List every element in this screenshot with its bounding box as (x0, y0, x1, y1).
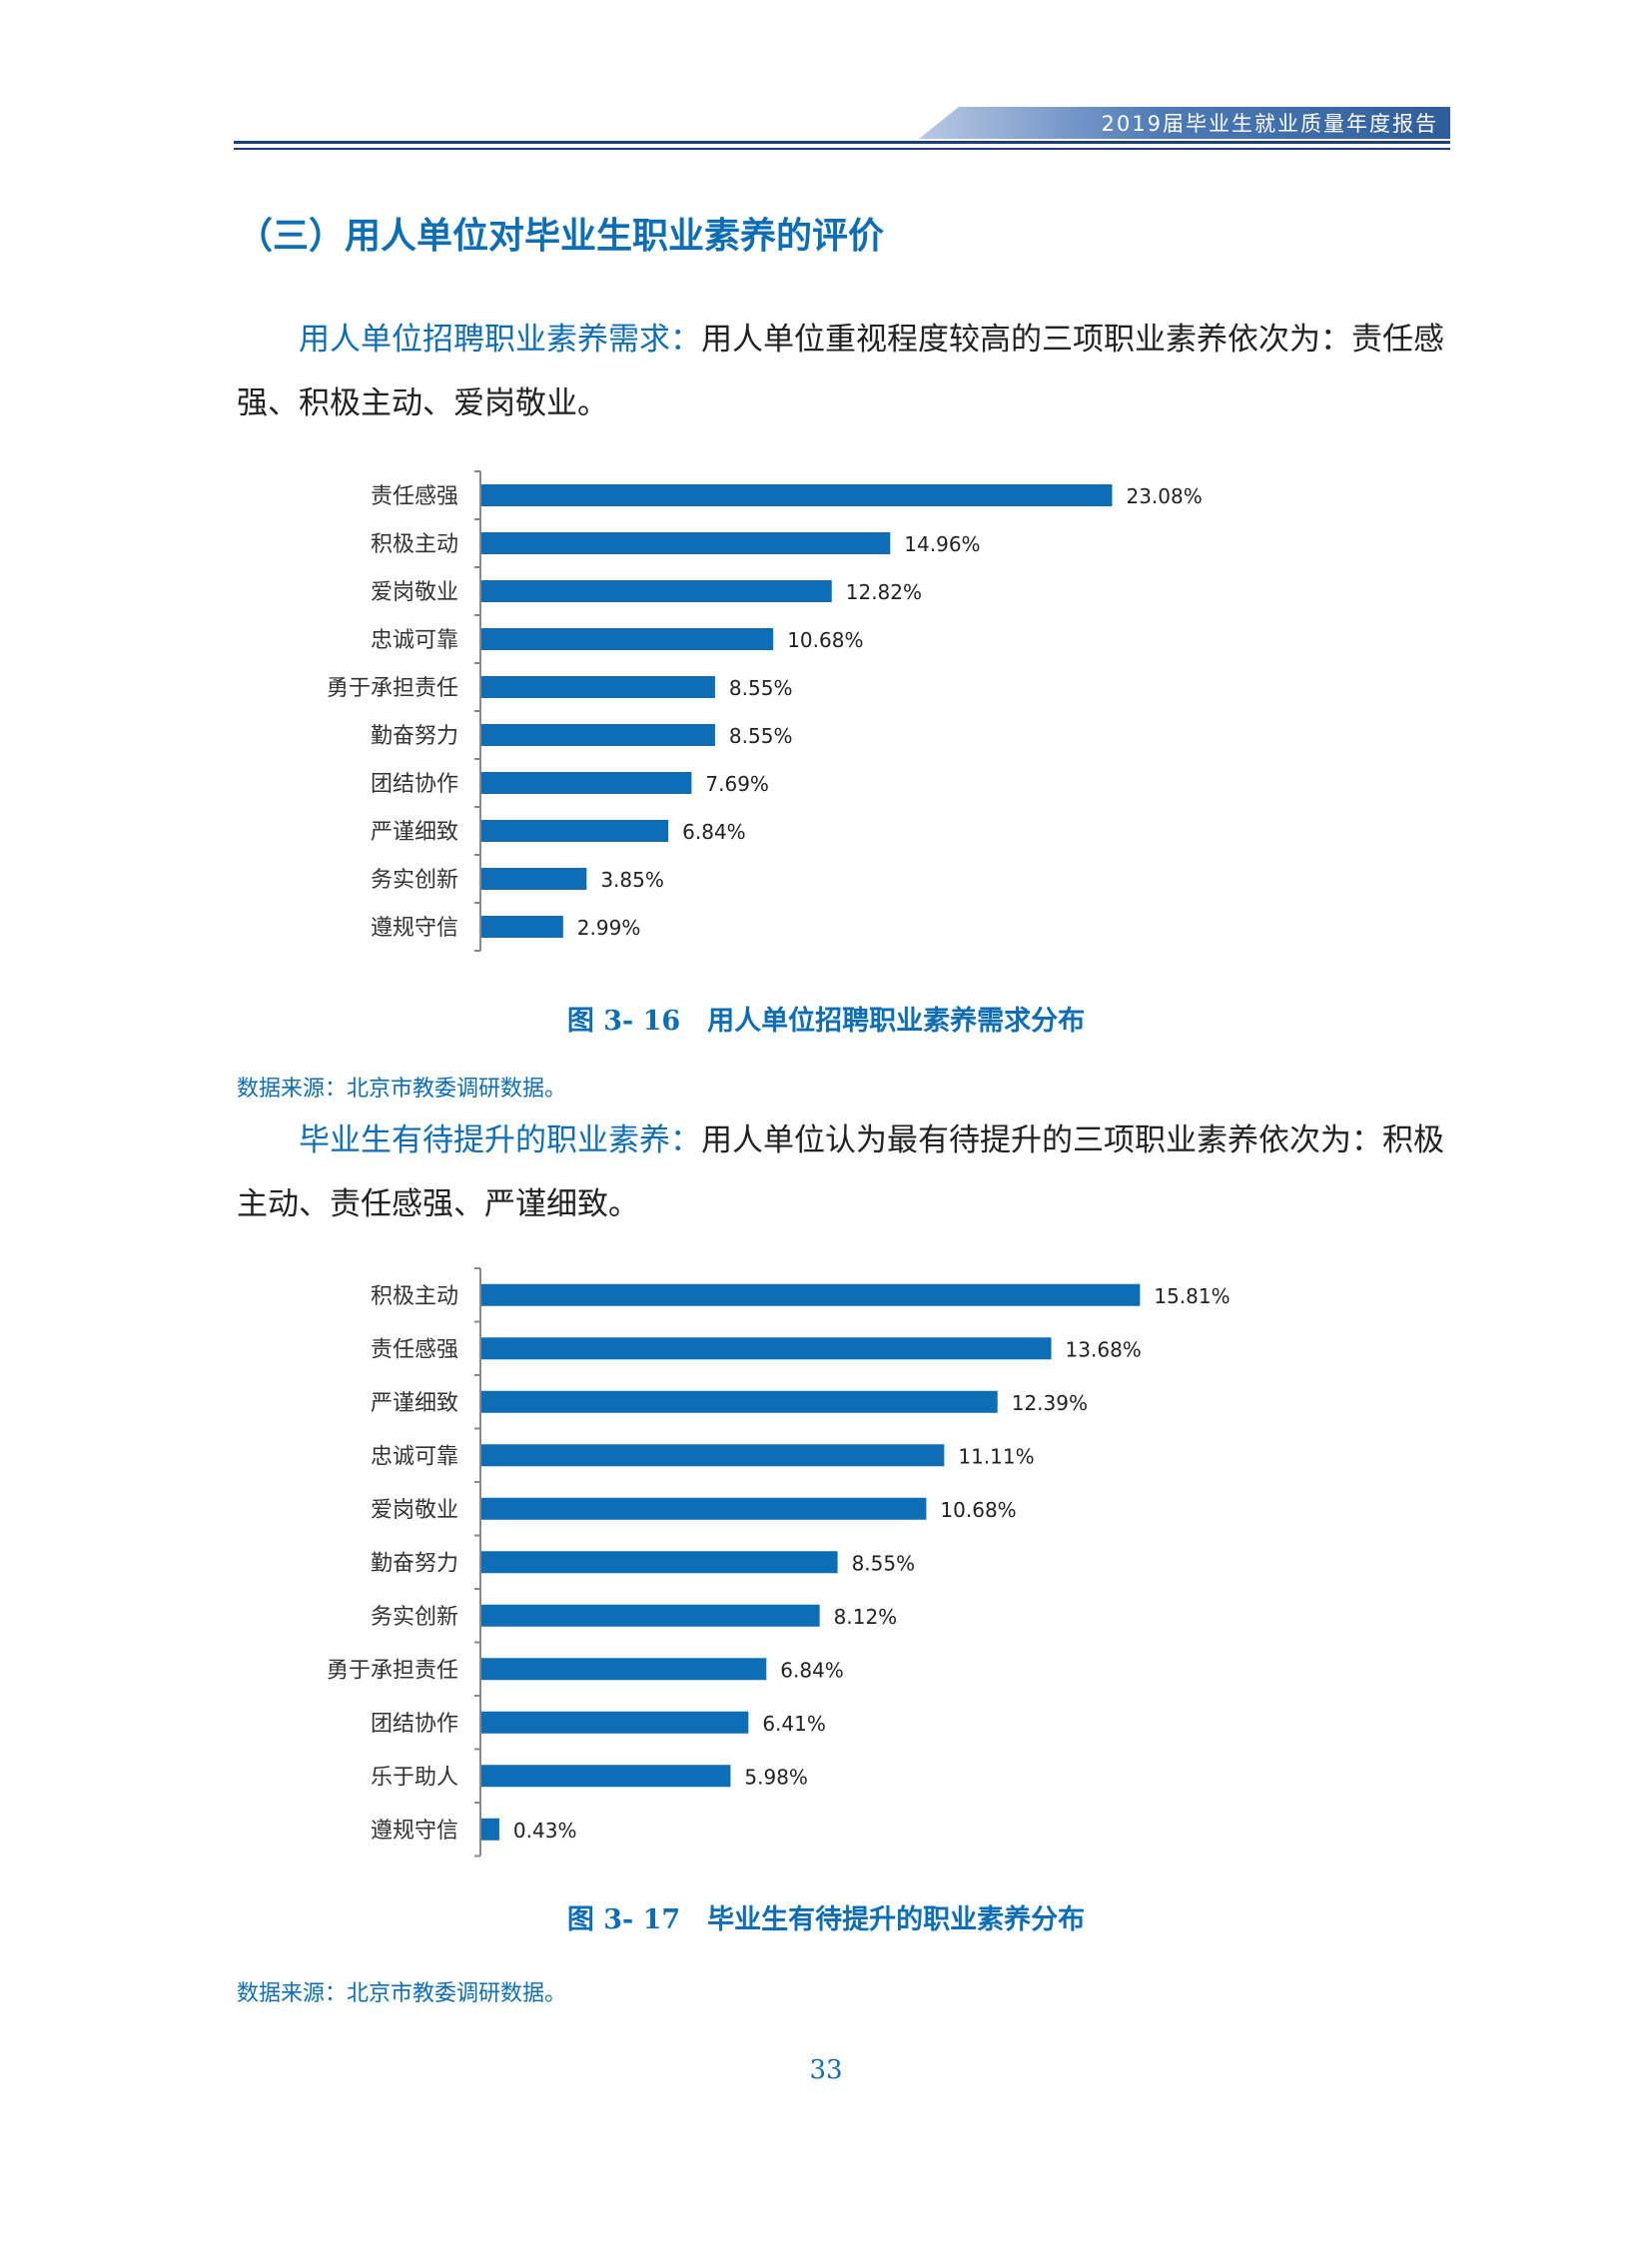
category-label: 积极主动 (371, 532, 458, 557)
bar (481, 1444, 945, 1467)
bar (481, 772, 692, 794)
bar (481, 820, 669, 842)
data-label: 8.55% (852, 1551, 916, 1575)
category-label: 遵规守信 (371, 916, 458, 941)
section-heading: （三）用人单位对毕业生职业素养的评价 (237, 216, 885, 257)
bar (481, 1765, 731, 1788)
figure-caption-3-16: 图 3- 16 用人单位招聘职业素养需求分布 (566, 1006, 1086, 1037)
figure-caption-3-17: 图 3- 17 毕业生有待提升的职业素养分布 (566, 1904, 1086, 1935)
data-label: 5.98% (744, 1765, 808, 1789)
category-label: 责任感强 (371, 484, 458, 509)
paragraph-lead-in: 毕业生有待提升的职业素养： (299, 1122, 701, 1158)
data-label: 12.39% (1012, 1391, 1088, 1415)
data-label: 12.82% (846, 580, 922, 604)
chart-recruitment-qualities: 责任感强 23.08% 积极主动 14.96% 爱岗敬业 12.82% 忠诚可靠 10.68%… (327, 470, 1203, 952)
bar (481, 532, 891, 554)
bar (481, 1604, 820, 1627)
category-label: 团结协作 (371, 772, 458, 797)
category-label: 忠诚可靠 (371, 628, 458, 653)
chart-improvement-qualities: 积极主动 15.81% 责任感强 13.68% 严谨细致 12.39% 忠诚可靠 11.11%… (327, 1267, 1231, 1858)
page-number: 33 (809, 2055, 843, 2085)
data-label: 13.68% (1066, 1337, 1142, 1361)
category-label: 严谨细致 (371, 1391, 458, 1416)
data-label: 11.11% (958, 1444, 1034, 1468)
bar (481, 1390, 998, 1413)
category-label: 勇于承担责任 (327, 676, 458, 701)
bar (481, 676, 715, 698)
bar (481, 1711, 749, 1734)
bar (481, 628, 774, 650)
data-label: 10.68% (787, 628, 863, 652)
category-label: 勇于承担责任 (327, 1658, 458, 1683)
category-label: 遵规守信 (371, 1819, 458, 1844)
bar (481, 484, 1113, 506)
data-label: 23.08% (1126, 484, 1202, 508)
header-banner (919, 107, 1450, 139)
data-label: 8.55% (729, 724, 793, 748)
header-rule-top (234, 141, 1450, 144)
data-label: 15.81% (1154, 1284, 1230, 1308)
data-label: 0.43% (513, 1819, 577, 1843)
bar (481, 868, 587, 890)
data-label: 2.99% (577, 916, 641, 940)
category-label: 爱岗敬业 (371, 580, 458, 605)
paragraph-recruitment-needs: 用人单位招聘职业素养需求：用人单位重视程度较高的三项职业素养依次为：责任感强、积… (237, 308, 1450, 435)
category-label: 务实创新 (371, 868, 458, 893)
category-label: 勤奋努力 (371, 1551, 458, 1576)
category-label: 乐于助人 (371, 1765, 458, 1790)
category-label: 积极主动 (371, 1284, 458, 1309)
bar (481, 1337, 1052, 1360)
data-source-note: 数据来源：北京市教委调研数据。 (237, 1981, 567, 2006)
bar (481, 1658, 767, 1681)
bar (481, 1818, 499, 1841)
data-source-note: 数据来源：北京市教委调研数据。 (237, 1077, 567, 1102)
paragraph-text: 用人单位认为最有待提升的三项职业素养依次为：积极主动、责任感强、严谨细致。 (237, 1122, 1444, 1222)
data-label: 6.84% (780, 1658, 844, 1682)
paragraph-improvement-needs: 毕业生有待提升的职业素养：用人单位认为最有待提升的三项职业素养依次为：积极主动、… (237, 1109, 1450, 1236)
bar (481, 1283, 1141, 1306)
category-label: 责任感强 (371, 1337, 458, 1362)
category-label: 勤奋努力 (371, 724, 458, 749)
header-title: 2019届毕业生就业质量年度报告 (1101, 112, 1438, 136)
category-label: 严谨细致 (371, 820, 458, 845)
data-label: 8.55% (729, 676, 793, 700)
header-rule-bottom (234, 148, 1450, 150)
bar (481, 916, 563, 938)
paragraph-lead-in: 用人单位招聘职业素养需求： (299, 322, 701, 358)
category-label: 务实创新 (371, 1605, 458, 1630)
category-label: 团结协作 (371, 1712, 458, 1737)
data-label: 7.69% (705, 772, 769, 796)
category-label: 忠诚可靠 (371, 1444, 458, 1469)
data-label: 10.68% (940, 1498, 1016, 1522)
category-label: 爱岗敬业 (371, 1498, 458, 1523)
data-label: 6.84% (682, 820, 746, 844)
bar (481, 724, 715, 746)
data-label: 6.41% (762, 1712, 826, 1736)
data-label: 14.96% (904, 532, 980, 556)
bar (481, 1551, 838, 1574)
bar (481, 580, 832, 602)
bar (481, 1497, 927, 1520)
data-label: 3.85% (600, 868, 664, 892)
data-label: 8.12% (834, 1605, 898, 1629)
paragraph-text: 用人单位重视程度较高的三项职业素养依次为：责任感强、积极主动、爱岗敬业。 (237, 322, 1444, 421)
